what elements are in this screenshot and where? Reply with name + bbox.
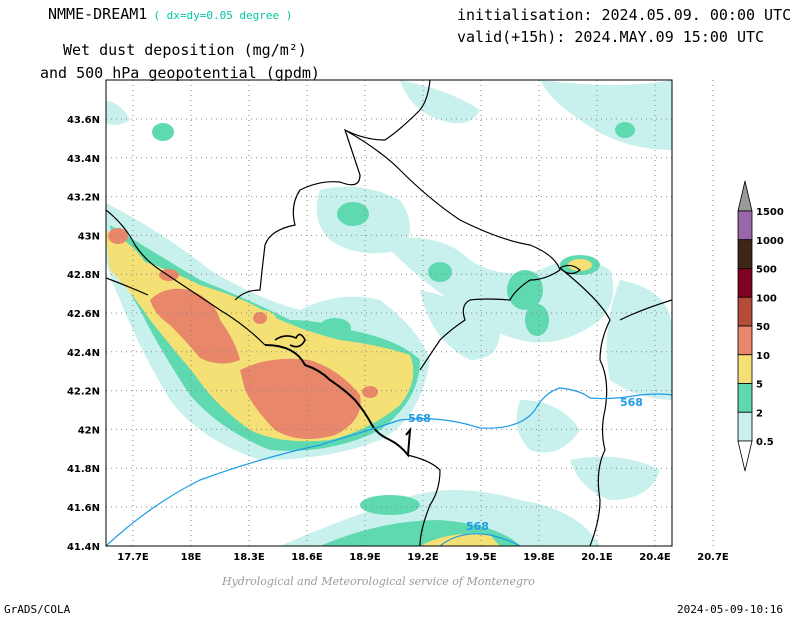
init-time: initialisation: 2024.05.09. 00:00 UTC [457, 6, 792, 24]
colorbar-swatch [737, 239, 753, 269]
contour-label-568: 568 [620, 396, 643, 409]
latitude-tick-label: 43.6N [67, 115, 100, 126]
colorbar-level-label: 1000 [756, 236, 784, 247]
longitude-tick-label: 18.9E [349, 552, 381, 563]
colorbar-level-label: 1500 [756, 207, 784, 218]
software-label: GrADS/COLA [4, 603, 71, 616]
colorbar-swatch [737, 325, 753, 356]
field-title-line2: and 500 hPa geopotential (gpdm) [40, 64, 320, 82]
valid-time: valid(+15h): 2024.MAY.09 15:00 UTC [457, 28, 765, 46]
credit-text: Hydrological and Meteorological service … [222, 575, 535, 588]
colorbar-swatch [737, 383, 753, 413]
longitude-tick-label: 19.8E [523, 552, 555, 563]
latitude-tick-label: 41.6N [67, 503, 100, 514]
colorbar-swatch [737, 354, 753, 384]
latitude-tick-label: 42.8N [67, 270, 100, 281]
longitude-tick-label: 20.4E [639, 552, 671, 563]
colorbar-swatch [737, 411, 753, 442]
model-name: NMME-DREAM1 [48, 5, 148, 23]
coastline-montenegro [264, 344, 412, 458]
longitude-tick-label: 18.6E [291, 552, 323, 563]
latitude-tick-label: 42.6N [67, 309, 100, 320]
latitude-tick-label: 42.4N [67, 348, 100, 359]
colorbar-bottom-arrow [737, 440, 753, 472]
colorbar-level-label: 2 [756, 408, 763, 419]
model-title: NMME-DREAM1 ( dx=dy=0.05 degree ) [48, 5, 292, 23]
longitude-tick-label: 20.7E [697, 552, 729, 563]
longitude-tick-label: 19.5E [465, 552, 497, 563]
colorbar-swatch [737, 296, 753, 327]
longitude-labels: 17.7E 18E 18.3E 18.6E 18.9E 19.2E 19.5E 19.8E 20… [117, 552, 729, 563]
colorbar-level-label: 10 [756, 351, 770, 362]
bay-of-kotor [274, 333, 306, 348]
country-borders [106, 80, 672, 546]
colorbar-level-label: 50 [756, 322, 770, 333]
colorbar-swatch [737, 268, 753, 298]
latitude-tick-label: 42.2N [67, 387, 100, 398]
geopotential-contours [106, 387, 672, 546]
latitude-tick-label: 41.8N [67, 464, 100, 475]
colorbar: 1500 1000 500 100 50 10 5 2 0.5 [737, 180, 784, 472]
timestamp-label: 2024-05-09-10:16 [677, 603, 783, 616]
latitude-tick-label: 43N [78, 231, 100, 242]
latitude-tick-label: 43.2N [67, 193, 100, 204]
contour-label-568: 568 [408, 412, 431, 425]
longitude-tick-label: 20.1E [581, 552, 613, 563]
longitude-tick-label: 17.7E [117, 552, 149, 563]
longitude-tick-label: 19.2E [407, 552, 439, 563]
colorbar-top-arrow [737, 180, 753, 212]
contour-label-568: 568 [466, 520, 489, 533]
latitude-tick-label: 43.4N [67, 154, 100, 165]
longitude-tick-label: 18E [181, 552, 202, 563]
colorbar-level-label: 0.5 [756, 437, 774, 448]
colorbar-level-label: 100 [756, 293, 777, 304]
map-frame [105, 79, 673, 547]
colorbar-level-label: 5 [756, 380, 763, 391]
latitude-tick-label: 41.4N [67, 542, 100, 553]
colorbar-level-label: 500 [756, 265, 777, 276]
latitude-tick-label: 42N [78, 425, 100, 436]
latitude-labels: 43.6N 43.4N 43.2N 43N 42.8N 42.6N 42.4N 42.2N 42… [67, 115, 100, 553]
colorbar-swatch [737, 210, 753, 241]
longitude-tick-label: 18.3E [233, 552, 265, 563]
field-title-line1: Wet dust deposition (mg/m²) [63, 41, 307, 59]
resolution-label: ( dx=dy=0.05 degree ) [153, 9, 293, 22]
dust-field [106, 80, 672, 546]
